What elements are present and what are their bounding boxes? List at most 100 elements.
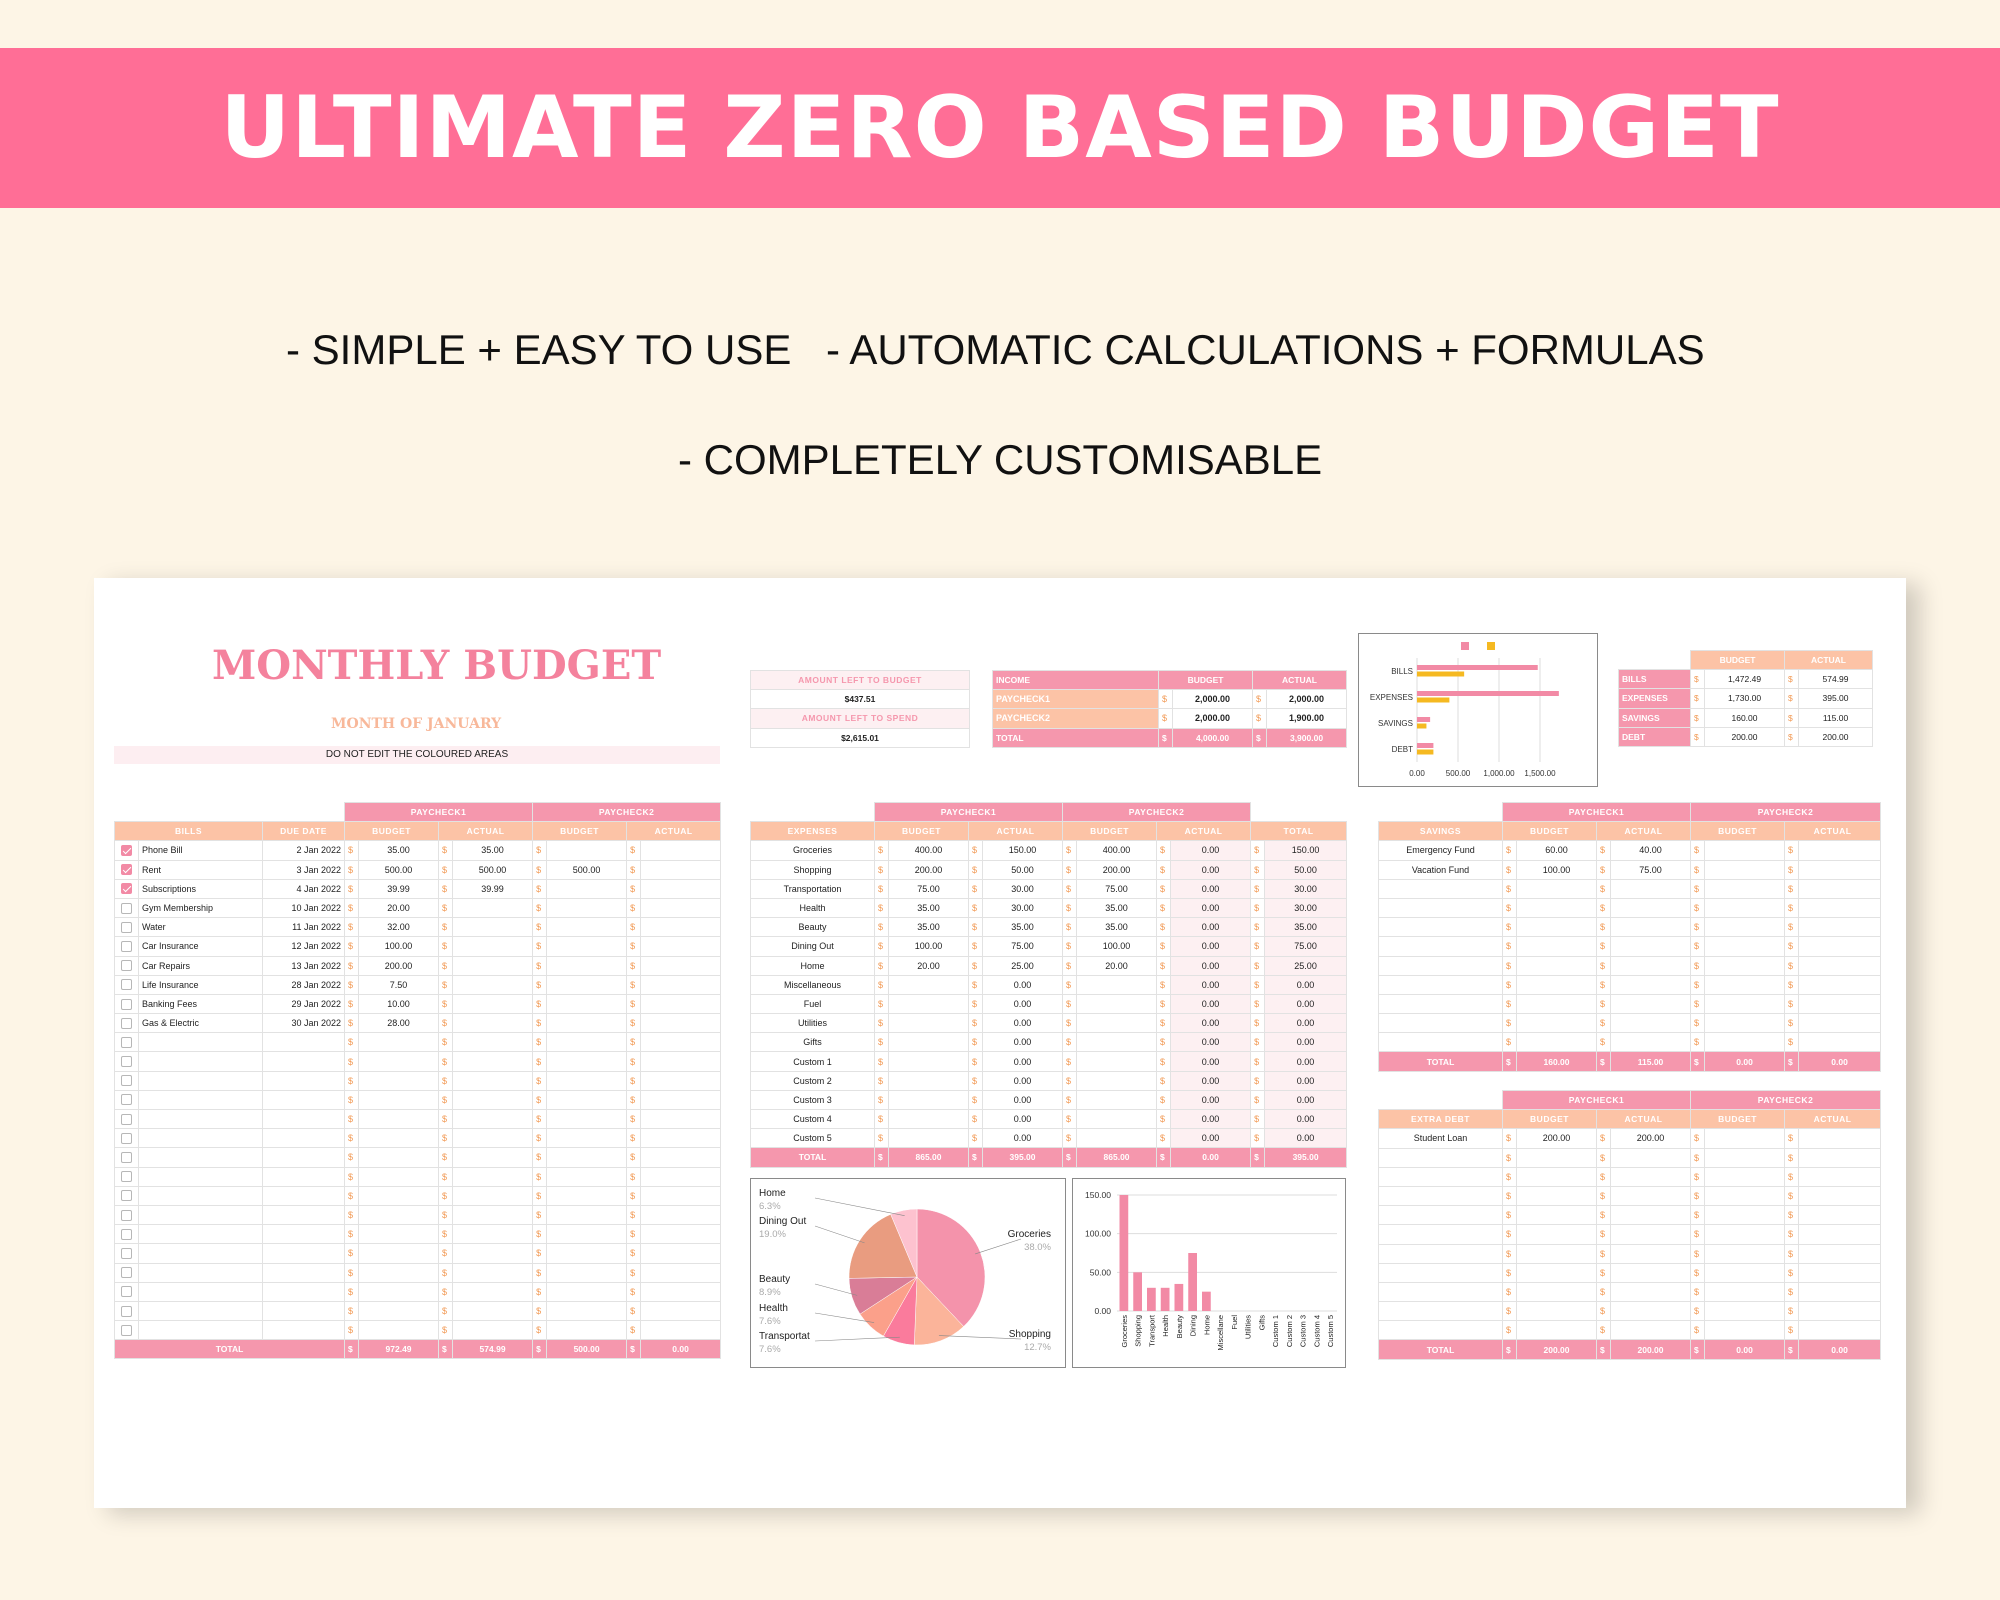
bill-due-date[interactable]	[261, 1262, 346, 1283]
bill-name[interactable]	[138, 1224, 263, 1245]
debt-name[interactable]	[1378, 1147, 1503, 1168]
bill-actual2[interactable]	[640, 1128, 722, 1149]
debt-budget2[interactable]	[1704, 1320, 1786, 1341]
bill-budget2[interactable]	[546, 1300, 628, 1322]
bill-actual2[interactable]	[640, 897, 722, 919]
savings-actual2[interactable]	[1798, 859, 1882, 880]
bill-due-date[interactable]	[261, 1089, 346, 1111]
bill-due-date[interactable]: 28 Jan 2022	[261, 974, 346, 995]
savings-budget2[interactable]	[1704, 955, 1786, 976]
bill-name[interactable]: Gym Membership	[138, 897, 263, 919]
expense-name[interactable]: Dining Out	[750, 936, 875, 957]
debt-actual1[interactable]	[1609, 1281, 1692, 1303]
debt-actual2[interactable]	[1798, 1128, 1882, 1149]
bill-name[interactable]: Water	[138, 917, 263, 938]
bill-actual1[interactable]	[452, 1185, 534, 1206]
bill-paid-checkbox[interactable]	[114, 1166, 139, 1187]
debt-actual1[interactable]	[1609, 1320, 1692, 1341]
expense-name[interactable]: Shopping	[750, 859, 875, 880]
savings-budget1[interactable]: 60.00	[1516, 840, 1597, 861]
debt-actual2[interactable]	[1798, 1166, 1882, 1187]
debt-actual1[interactable]	[1609, 1205, 1692, 1226]
debt-budget1[interactable]	[1516, 1301, 1597, 1322]
expense-budget2[interactable]	[1076, 1108, 1158, 1130]
paycheck1-budget[interactable]: 2,000.00	[1171, 689, 1254, 710]
debt-budget1[interactable]	[1516, 1166, 1597, 1187]
bill-actual2[interactable]	[640, 878, 722, 899]
bill-paid-checkbox[interactable]	[114, 955, 139, 976]
bill-actual2[interactable]	[640, 936, 722, 957]
debt-name[interactable]	[1378, 1224, 1503, 1245]
bill-budget1[interactable]	[358, 1262, 440, 1283]
bill-actual2[interactable]	[640, 1108, 722, 1130]
bill-budget1[interactable]	[358, 1108, 440, 1130]
bill-name[interactable]	[138, 1070, 263, 1091]
debt-actual2[interactable]	[1798, 1205, 1882, 1226]
debt-budget2[interactable]	[1704, 1185, 1786, 1207]
bill-actual2[interactable]	[640, 1089, 722, 1111]
bill-actual1[interactable]	[452, 1108, 534, 1130]
bill-budget1[interactable]: 500.00	[358, 859, 440, 880]
bill-paid-checkbox[interactable]	[114, 1320, 139, 1341]
bill-paid-checkbox[interactable]	[114, 1089, 139, 1111]
bill-due-date[interactable]: 29 Jan 2022	[261, 993, 346, 1015]
bill-actual1[interactable]	[452, 1032, 534, 1053]
checkbox-icon[interactable]	[121, 1247, 132, 1259]
savings-actual2[interactable]	[1798, 917, 1882, 938]
bill-paid-checkbox[interactable]	[114, 1108, 139, 1130]
bill-name[interactable]	[138, 1147, 263, 1168]
debt-actual2[interactable]	[1798, 1243, 1882, 1264]
checkbox-icon[interactable]	[121, 1171, 132, 1183]
bill-paid-checkbox[interactable]	[114, 1243, 139, 1264]
to-spend-value[interactable]: $2,615.01	[750, 727, 970, 748]
expense-budget2[interactable]	[1076, 974, 1158, 995]
bill-name[interactable]: Subscriptions	[138, 878, 263, 899]
bill-budget1[interactable]: 35.00	[358, 840, 440, 861]
checkbox-icon[interactable]	[121, 1075, 132, 1087]
bill-due-date[interactable]: 4 Jan 2022	[261, 878, 346, 899]
debt-budget2[interactable]	[1704, 1281, 1786, 1303]
bill-budget1[interactable]: 200.00	[358, 955, 440, 976]
bill-name[interactable]: Phone Bill	[138, 840, 263, 861]
bill-due-date[interactable]: 2 Jan 2022	[261, 840, 346, 861]
bill-budget2[interactable]	[546, 1051, 628, 1072]
bill-budget1[interactable]	[358, 1300, 440, 1322]
bill-budget2[interactable]	[546, 1185, 628, 1206]
savings-name[interactable]	[1378, 878, 1503, 899]
expense-name[interactable]: Gifts	[750, 1032, 875, 1053]
bill-budget2[interactable]	[546, 1281, 628, 1302]
bill-actual1[interactable]: 500.00	[452, 859, 534, 880]
bill-budget2[interactable]	[546, 1128, 628, 1149]
bill-actual2[interactable]	[640, 1224, 722, 1245]
expense-name[interactable]: Custom 2	[750, 1070, 875, 1091]
debt-actual2[interactable]	[1798, 1320, 1882, 1341]
bill-due-date[interactable]	[261, 1128, 346, 1149]
bill-actual1[interactable]: 39.99	[452, 878, 534, 899]
expense-name[interactable]: Home	[750, 955, 875, 976]
bill-paid-checkbox[interactable]	[114, 1147, 139, 1168]
bill-due-date[interactable]	[261, 1070, 346, 1091]
bill-actual2[interactable]	[640, 917, 722, 938]
bill-name[interactable]: Life Insurance	[138, 974, 263, 995]
checkbox-icon[interactable]	[121, 1094, 132, 1106]
bill-actual2[interactable]	[640, 1147, 722, 1168]
checkbox-icon[interactable]	[121, 1190, 132, 1202]
debt-budget1[interactable]	[1516, 1224, 1597, 1245]
savings-name[interactable]: Vacation Fund	[1378, 859, 1503, 880]
checkbox-icon[interactable]	[121, 1017, 132, 1029]
checkbox-icon[interactable]	[121, 1228, 132, 1240]
debt-actual1[interactable]	[1609, 1185, 1692, 1207]
bill-budget1[interactable]: 7.50	[358, 974, 440, 995]
expense-budget1[interactable]	[888, 1128, 969, 1149]
savings-actual2[interactable]	[1798, 955, 1882, 976]
expense-name[interactable]: Custom 5	[750, 1128, 875, 1149]
checkbox-icon[interactable]	[121, 1267, 132, 1279]
savings-budget2[interactable]	[1704, 917, 1786, 938]
savings-budget2[interactable]	[1704, 1013, 1786, 1034]
bill-due-date[interactable]	[261, 1166, 346, 1187]
expense-name[interactable]: Miscellaneous	[750, 974, 875, 995]
bill-paid-checkbox[interactable]	[114, 1300, 139, 1322]
bill-actual2[interactable]	[640, 1166, 722, 1187]
bill-actual2[interactable]	[640, 1185, 722, 1206]
bill-budget1[interactable]	[358, 1089, 440, 1111]
